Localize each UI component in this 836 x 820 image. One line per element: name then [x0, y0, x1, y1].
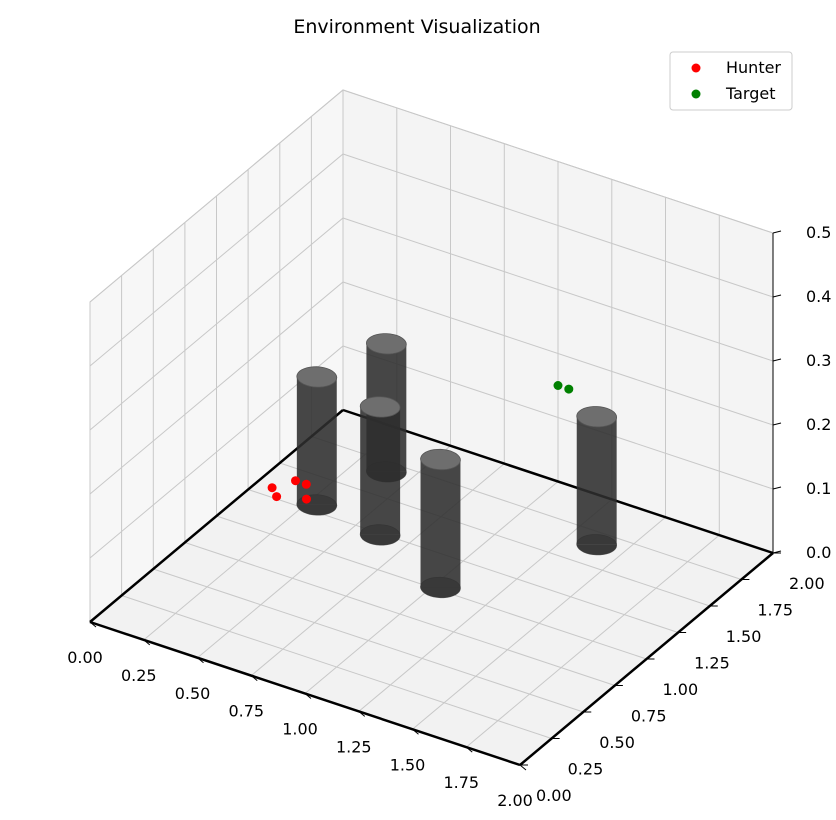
x-tick-label: 0.50 — [175, 684, 211, 703]
cylinder-body — [420, 459, 461, 588]
cylinder-body — [360, 406, 401, 535]
y-tick-label: 0.50 — [599, 733, 635, 752]
x-tick-label: 0.00 — [67, 648, 103, 667]
y-tick-label: 1.50 — [726, 627, 762, 646]
legend-marker-target — [691, 89, 701, 99]
z-tick-mark — [772, 230, 782, 234]
cylinder-body-front — [360, 534, 401, 546]
x-tick-mark — [465, 746, 473, 753]
x-tick-label: 0.75 — [228, 702, 264, 721]
hunter-point — [291, 476, 300, 486]
z-tick-label: 0.3 — [806, 351, 831, 370]
z-tick-label: 0.5 — [806, 223, 831, 242]
cylinder-top — [296, 366, 338, 388]
x-tick-mark — [197, 657, 204, 664]
tick-labels: 0.000.250.500.751.001.251.501.752.00 0.00… — [67, 223, 831, 810]
hunter-point — [302, 494, 311, 504]
chart-title: Environment Visualization — [293, 16, 540, 38]
x-tick-label: 2.00 — [497, 791, 533, 810]
cylinder-top — [576, 406, 618, 428]
y-tick-label: 2.00 — [789, 574, 825, 593]
cylinder-body-front — [420, 587, 461, 598]
y-tick-label: 1.00 — [663, 680, 699, 699]
obstacle-cylinder — [359, 396, 401, 546]
cylinder-top — [365, 333, 407, 355]
axis-panes — [90, 90, 773, 765]
hunter-point — [301, 479, 311, 489]
z-tick-label: 0.4 — [806, 287, 831, 306]
cylinder-top — [359, 396, 401, 418]
y-tick-label: 0.00 — [536, 786, 572, 805]
target-point — [564, 384, 574, 394]
legend-label-hunter: Hunter — [726, 58, 781, 77]
cylinder-top — [420, 448, 461, 471]
y-tick-label: 0.75 — [631, 707, 667, 726]
x-tick-label: 1.00 — [282, 720, 318, 739]
x-tick-mark — [412, 728, 419, 735]
hunter-point — [267, 483, 277, 493]
z-tick-mark — [772, 486, 782, 490]
hunter-point — [272, 492, 282, 502]
x-tick-label: 0.25 — [121, 666, 157, 685]
z-tick-label: 0.0 — [806, 543, 831, 562]
obstacle-cylinder — [576, 406, 618, 556]
x-tick-mark — [250, 675, 258, 682]
grid-line-z — [89, 281, 774, 495]
legend: Hunter Target — [669, 51, 793, 111]
z-tick-label: 0.2 — [806, 415, 831, 434]
grid-line-z — [89, 345, 774, 559]
z-tick-mark — [772, 358, 782, 362]
cylinder-body-front — [296, 504, 337, 516]
obstacle-cylinder — [420, 448, 461, 599]
legend-box — [669, 51, 793, 111]
legend-label-target: Target — [725, 84, 776, 103]
x-tick-mark — [304, 693, 312, 699]
x-tick-mark — [358, 710, 366, 717]
back-floor-line — [342, 408, 774, 555]
y-tick-label: 0.25 — [568, 760, 604, 779]
scatter-points — [267, 381, 574, 504]
z-tick-mark — [772, 294, 782, 298]
cylinder-body-front — [576, 544, 617, 555]
y-tick-label: 1.75 — [757, 601, 793, 620]
z-tick-mark — [772, 422, 782, 426]
obstacle-cylinders — [296, 333, 618, 599]
x-tick-label: 1.25 — [336, 737, 372, 756]
target-point — [553, 381, 563, 390]
y-tick-label: 1.25 — [694, 654, 730, 673]
z-tick-label: 0.1 — [806, 479, 831, 498]
x-tick-mark — [143, 639, 151, 646]
x-tick-mark — [519, 764, 527, 771]
cylinder-body — [576, 416, 617, 545]
x-tick-label: 1.50 — [390, 755, 426, 774]
z-tick-mark — [772, 550, 782, 554]
obstacle-cylinder — [296, 366, 338, 516]
grid-line-z — [89, 217, 774, 431]
legend-marker-hunter — [691, 63, 701, 73]
x-tick-label: 1.75 — [443, 773, 479, 792]
x-tick-mark — [89, 621, 97, 628]
grid-line-z — [89, 153, 774, 367]
